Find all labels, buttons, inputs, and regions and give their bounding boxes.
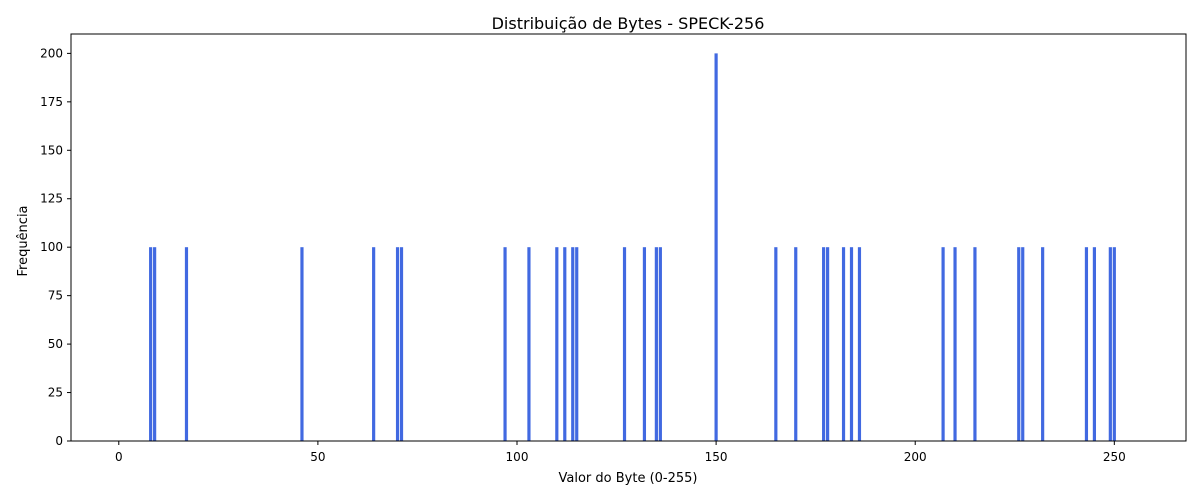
bar-byte-150 bbox=[714, 53, 718, 441]
y-tick-label: 0 bbox=[55, 434, 63, 448]
bar-byte-71 bbox=[399, 247, 404, 441]
x-ticks-group: 0 50 100 150 200 250 bbox=[115, 441, 1126, 464]
bar-byte-115 bbox=[575, 247, 579, 441]
bar-byte-110 bbox=[555, 247, 559, 441]
chart-title: Distribuição de Bytes - SPECK-256 bbox=[492, 14, 765, 33]
bar-byte-97 bbox=[503, 247, 507, 441]
bar-byte-127 bbox=[622, 247, 627, 441]
plot-frame bbox=[70, 33, 1187, 442]
bar-byte-9 bbox=[153, 247, 157, 441]
bar-byte-210 bbox=[953, 247, 957, 441]
bar-byte-46 bbox=[300, 247, 304, 441]
bar-byte-135 bbox=[654, 247, 658, 441]
bar-byte-250 bbox=[1112, 247, 1116, 441]
axes-group bbox=[70, 33, 1187, 442]
bar-byte-114 bbox=[571, 247, 575, 441]
bar-byte-17 bbox=[184, 247, 189, 441]
bar-byte-227 bbox=[1021, 247, 1025, 441]
bar-byte-182 bbox=[841, 247, 846, 441]
bar-byte-170 bbox=[794, 247, 798, 441]
y-tick-label: 125 bbox=[40, 192, 63, 206]
bar-byte-215 bbox=[973, 247, 977, 441]
x-tick-label: 100 bbox=[506, 450, 529, 464]
bar-byte-103 bbox=[527, 247, 531, 441]
bars-group bbox=[149, 53, 1116, 441]
bar-byte-136 bbox=[658, 247, 662, 441]
x-tick-label: 150 bbox=[705, 450, 728, 464]
y-tick-label: 200 bbox=[40, 46, 63, 60]
x-tick-label: 200 bbox=[904, 450, 927, 464]
bar-byte-243 bbox=[1084, 247, 1089, 441]
x-tick-label: 50 bbox=[310, 450, 325, 464]
y-tick-label: 175 bbox=[40, 95, 63, 109]
bar-byte-178 bbox=[826, 247, 830, 441]
y-tick-label: 75 bbox=[48, 289, 63, 303]
x-tick-label: 0 bbox=[115, 450, 123, 464]
y-tick-label: 100 bbox=[40, 240, 63, 254]
bar-byte-186 bbox=[857, 247, 862, 441]
bar-byte-207 bbox=[941, 247, 945, 441]
y-tick-label: 150 bbox=[40, 143, 63, 157]
bar-byte-226 bbox=[1017, 247, 1021, 441]
bar-byte-8 bbox=[149, 247, 153, 441]
y-tick-label: 25 bbox=[48, 386, 63, 400]
y-ticks-group: 0 25 50 75 100 125 150 175 200 bbox=[40, 46, 71, 448]
bar-byte-245 bbox=[1092, 247, 1097, 441]
bar-byte-132 bbox=[642, 247, 647, 441]
bar-byte-165 bbox=[774, 247, 778, 441]
y-tick-label: 50 bbox=[48, 337, 63, 351]
bar-byte-249 bbox=[1108, 247, 1112, 441]
bar-byte-70 bbox=[395, 247, 400, 441]
x-axis-label: Valor do Byte (0-255) bbox=[559, 471, 698, 486]
bar-byte-232 bbox=[1041, 247, 1045, 441]
x-tick-label: 250 bbox=[1103, 450, 1126, 464]
bar-byte-64 bbox=[372, 247, 376, 441]
bar-byte-177 bbox=[822, 247, 826, 441]
bar-byte-184 bbox=[849, 247, 854, 441]
y-axis-label: Frequência bbox=[16, 205, 31, 276]
bar-byte-112 bbox=[563, 247, 567, 441]
